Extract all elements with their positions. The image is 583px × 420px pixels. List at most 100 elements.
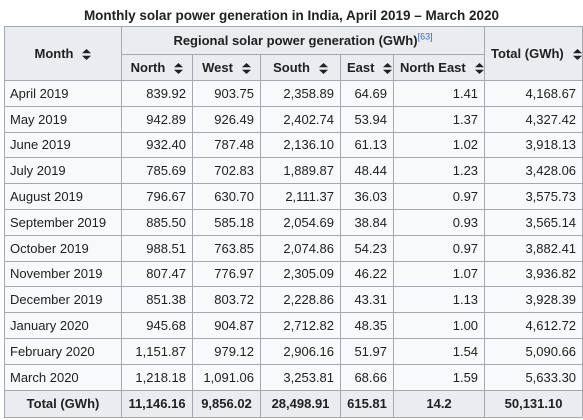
- total-cell: 3,936.82: [484, 260, 583, 288]
- value-cell: 904.87: [192, 312, 261, 339]
- column-header-wrap: East: [347, 60, 393, 75]
- column-header-east[interactable]: East: [340, 54, 394, 81]
- value-cell: 585.18: [192, 208, 261, 236]
- value-cell: 776.97: [192, 260, 261, 288]
- value-cell: 785.69: [121, 157, 193, 185]
- total-row-value: 11,146.16: [121, 389, 193, 418]
- column-header-month[interactable]: Month: [4, 26, 122, 81]
- table-caption: Monthly solar power generation in India,…: [83, 8, 500, 23]
- table-row: August 2019 796.67 630.70 2,111.37 36.03 0.97…: [4, 183, 583, 210]
- value-cell: 932.40: [121, 131, 193, 159]
- sort-arrows-icon[interactable]: [314, 60, 328, 75]
- table-row: October 2019 988.51 763.85 2,074.86 54.23 0.9…: [4, 234, 583, 262]
- grand-total-value: 50,131.10: [484, 389, 583, 418]
- value-cell: 702.83: [192, 157, 261, 185]
- header-row-regions: North West South East North East: [5, 54, 583, 81]
- column-header-month-label: Month: [34, 46, 74, 61]
- value-cell: 68.66: [340, 363, 394, 391]
- month-cell: August 2019: [4, 183, 122, 210]
- value-cell: 803.72: [192, 286, 261, 314]
- value-cell: 2,054.69: [260, 208, 341, 236]
- sort-arrows-icon[interactable]: [77, 46, 92, 61]
- value-cell: 3,253.81: [260, 363, 341, 391]
- column-header-wrap: North East: [400, 60, 484, 75]
- column-header-total-label: Total (GWh): [491, 46, 564, 61]
- sort-arrows-icon[interactable]: [568, 46, 582, 61]
- table-row: November 2019 807.47 776.97 2,305.09 46.22 1.…: [4, 260, 583, 288]
- table-row: May 2019 942.89 926.49 2,402.74 53.94 1.37 4,3…: [4, 105, 583, 133]
- value-cell: 43.31: [340, 286, 394, 314]
- total-cell: 5,633.30: [484, 363, 583, 391]
- table-row: September 2019 885.50 585.18 2,054.69 38.84 0…: [4, 208, 583, 236]
- value-cell: 979.12: [192, 337, 261, 365]
- value-cell: 839.92: [121, 80, 193, 107]
- column-group-regional: Regional solar power generation (GWh)[63…: [120, 26, 486, 55]
- value-cell: 0.97: [392, 234, 486, 262]
- value-cell: 48.35: [340, 312, 394, 339]
- value-cell: 885.50: [121, 208, 193, 236]
- sort-arrows-icon[interactable]: [470, 60, 484, 75]
- value-cell: 46.22: [340, 260, 394, 288]
- value-cell: 2,111.37: [260, 183, 341, 210]
- solar-generation-table: Month Regional solar power generation (G…: [4, 26, 583, 418]
- value-cell: 1.00: [392, 312, 486, 339]
- value-cell: 763.85: [192, 234, 261, 262]
- column-header-south[interactable]: South: [260, 54, 341, 81]
- sort-arrows-icon[interactable]: [169, 60, 184, 75]
- reference-link[interactable]: [63]: [417, 31, 433, 42]
- column-header-label: North: [130, 60, 166, 75]
- value-cell: 630.70: [192, 183, 261, 210]
- table-row: January 2020 945.68 904.87 2,712.82 48.35 1.0…: [4, 312, 583, 339]
- total-row-value: 615.81: [340, 389, 394, 418]
- total-cell: 3,565.14: [484, 208, 583, 236]
- total-cell: 3,575.73: [484, 183, 583, 210]
- value-cell: 51.97: [340, 337, 394, 365]
- value-cell: 851.38: [121, 286, 193, 314]
- value-cell: 988.51: [121, 234, 193, 262]
- value-cell: 1.07: [392, 260, 486, 288]
- total-row-value: 14.2: [392, 389, 486, 418]
- month-cell: May 2019: [4, 105, 122, 133]
- table-row: March 2020 1,218.18 1,091.06 3,253.81 68.66 1…: [4, 363, 583, 391]
- value-cell: 2,074.86: [260, 234, 341, 262]
- value-cell: 1.23: [392, 157, 486, 185]
- value-cell: 1,151.87: [121, 337, 193, 365]
- column-header-label: West: [202, 60, 233, 75]
- column-header-north[interactable]: North: [121, 54, 193, 81]
- table-row: June 2019 932.40 787.48 2,136.10 61.13 1.02 3,…: [4, 131, 583, 159]
- value-cell: 1,218.18: [121, 363, 193, 391]
- value-cell: 48.44: [340, 157, 394, 185]
- column-group-regional-label: Regional solar power generation (GWh): [173, 33, 418, 48]
- sort-arrows-icon[interactable]: [378, 60, 393, 75]
- table-row: December 2019 851.38 803.72 2,228.86 43.31 1.…: [4, 286, 583, 314]
- column-header-west[interactable]: West: [192, 54, 261, 81]
- value-cell: 1,091.06: [192, 363, 261, 391]
- column-header-label: North East: [400, 60, 466, 75]
- header-row-top: Month Regional solar power generation (G…: [4, 26, 583, 81]
- value-cell: 903.75: [192, 80, 261, 107]
- total-row: Total (GWh) 11,146.16 9,856.02 28,498.91 615…: [4, 389, 583, 418]
- total-row-value: 9,856.02: [192, 389, 261, 418]
- value-cell: 38.84: [340, 208, 394, 236]
- month-cell: December 2019: [4, 286, 122, 314]
- total-cell: 5,090.66: [484, 337, 583, 365]
- value-cell: 1.41: [392, 80, 486, 107]
- value-cell: 945.68: [121, 312, 193, 339]
- total-cell: 4,327.42: [484, 105, 583, 133]
- table-row: July 2019 785.69 702.83 1,889.87 48.44 1.23 3,…: [4, 157, 583, 185]
- value-cell: 942.89: [121, 105, 193, 133]
- sort-arrows-icon[interactable]: [237, 60, 251, 75]
- value-cell: 2,712.82: [260, 312, 341, 339]
- column-header-north-east[interactable]: North East: [392, 54, 486, 81]
- value-cell: 54.23: [340, 234, 394, 262]
- total-cell: 3,928.39: [484, 286, 583, 314]
- value-cell: 2,136.10: [260, 131, 341, 159]
- column-header-total[interactable]: Total (GWh): [484, 26, 583, 81]
- value-cell: 1.37: [392, 105, 486, 133]
- month-cell: October 2019: [4, 234, 122, 262]
- value-cell: 53.94: [340, 105, 394, 133]
- value-cell: 2,358.89: [260, 80, 341, 107]
- month-cell: April 2019: [4, 80, 122, 107]
- value-cell: 796.67: [121, 183, 193, 210]
- total-row-value: 28,498.91: [260, 389, 341, 418]
